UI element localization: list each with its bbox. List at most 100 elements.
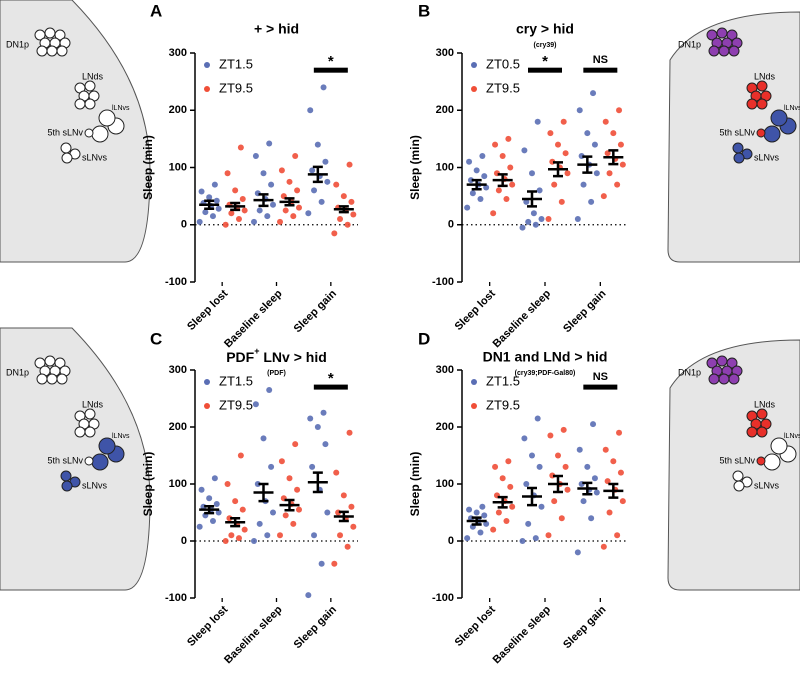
neuron-label: 5th sLNv <box>719 455 755 465</box>
data-point <box>237 144 244 151</box>
data-point <box>525 218 532 225</box>
neuron <box>756 426 768 438</box>
panel-label: D <box>418 329 430 348</box>
mean-sem <box>466 516 487 526</box>
data-point <box>560 426 567 433</box>
data-point <box>574 549 581 556</box>
data-point <box>198 188 205 195</box>
neuron <box>763 125 781 143</box>
mean-sem <box>577 155 598 174</box>
data-point <box>314 424 321 430</box>
data-point <box>224 481 231 487</box>
mean-sem <box>253 482 274 503</box>
neuron <box>728 45 740 57</box>
x-tick-label: Sleep lost <box>453 603 498 648</box>
data-point <box>588 198 595 205</box>
mean-sem <box>603 482 624 499</box>
data-point <box>294 486 301 493</box>
legend-label: ZT1.5 <box>486 373 520 388</box>
neuron-label: DN1p <box>6 367 29 377</box>
data-point <box>545 532 552 539</box>
neuron <box>84 128 94 138</box>
data-point <box>320 84 327 91</box>
data-point <box>509 503 516 510</box>
data-point <box>523 198 530 205</box>
chart-subtitle: (cry39) <box>534 42 557 49</box>
x-tick-label: Baseline sleep <box>222 603 285 666</box>
data-point <box>560 118 567 125</box>
legend-marker <box>471 86 477 92</box>
data-point <box>473 509 480 516</box>
data-point <box>268 181 275 188</box>
data-point <box>235 216 242 223</box>
neuron <box>60 470 72 482</box>
neuron <box>46 45 58 57</box>
data-point <box>260 170 267 177</box>
neuron <box>84 80 96 92</box>
data-point <box>320 409 327 416</box>
neuron <box>756 98 768 110</box>
data-point <box>467 177 474 184</box>
mean-sem <box>199 504 220 515</box>
y-tick-label: -100 <box>165 276 187 288</box>
data-point <box>547 432 554 439</box>
data-point <box>324 509 331 516</box>
data-point <box>294 187 301 194</box>
neuron <box>98 437 116 455</box>
y-tick-label: 200 <box>436 104 454 116</box>
significance-label: NS <box>593 371 608 383</box>
data-point <box>198 486 205 493</box>
data-point <box>277 532 283 539</box>
data-point <box>499 153 506 160</box>
y-tick-label: 100 <box>436 161 454 173</box>
y-tick-label: 300 <box>436 47 454 59</box>
data-point <box>209 518 216 525</box>
mean-sem <box>333 510 354 523</box>
data-point <box>545 216 552 223</box>
data-point <box>580 498 587 505</box>
significance-label: * <box>328 370 334 387</box>
data-point <box>322 441 329 448</box>
neuron <box>763 453 781 471</box>
neuron <box>770 437 788 455</box>
neuron <box>708 45 720 57</box>
data-point <box>616 429 623 436</box>
data-point <box>266 386 273 393</box>
data-point <box>260 435 267 442</box>
significance-label: * <box>328 53 334 70</box>
data-point <box>211 475 218 482</box>
data-point <box>481 512 488 519</box>
mean-sem <box>307 471 328 494</box>
data-point <box>534 415 541 422</box>
data-point <box>490 526 497 533</box>
legend-marker <box>204 379 210 385</box>
data-point <box>307 415 314 422</box>
data-point <box>584 463 591 470</box>
data-point <box>562 463 569 470</box>
neuron <box>54 29 66 41</box>
data-point <box>270 509 276 516</box>
data-point <box>282 512 289 519</box>
neuron-label: DN1p <box>678 39 701 49</box>
data-point <box>591 141 598 148</box>
data-point <box>232 187 239 194</box>
data-point <box>503 195 510 202</box>
data-point <box>292 441 299 448</box>
mean-sem <box>603 149 624 166</box>
brain-outline <box>0 327 151 591</box>
neuron <box>733 480 745 492</box>
neuron <box>46 373 58 385</box>
y-tick-label: 300 <box>169 364 187 376</box>
title-part: LNv > hid <box>259 349 326 365</box>
data-point <box>590 421 597 428</box>
legend-label: ZT9.5 <box>486 397 520 412</box>
data-point <box>574 216 581 223</box>
data-point <box>292 153 299 160</box>
data-point <box>344 221 351 228</box>
data-point <box>521 435 528 442</box>
data-point <box>251 538 257 544</box>
data-point <box>224 170 231 177</box>
neuron-label: sLNvs <box>82 152 108 162</box>
data-point <box>483 184 490 191</box>
data-point <box>196 218 203 225</box>
